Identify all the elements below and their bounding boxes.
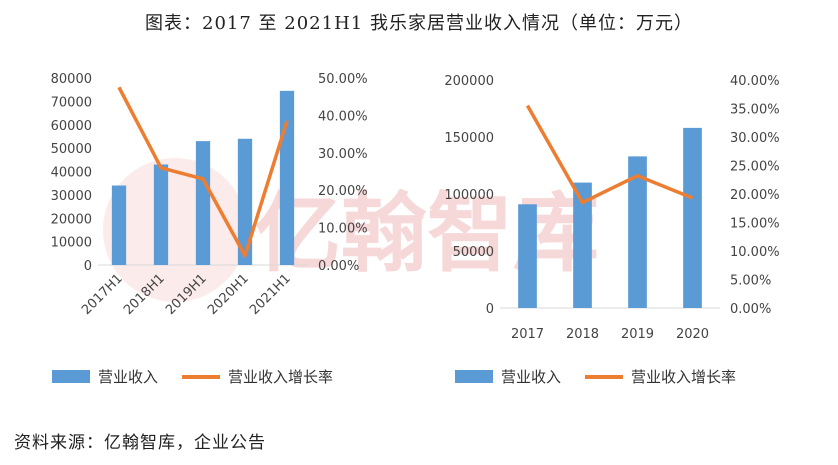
y-tick-label: 80000: [51, 72, 92, 87]
chart-title: 图表：2017 至 2021H1 我乐家居营业收入情况（单位：万元）: [145, 13, 693, 34]
y2-tick-label: 10.00%: [318, 222, 368, 237]
x-tick-label: 2018: [566, 327, 599, 342]
y2-tick-label: 30.00%: [318, 147, 368, 162]
y2-tick-label: 0.00%: [730, 302, 771, 317]
bar: [279, 90, 295, 265]
x-tick-label: 2020: [676, 327, 709, 342]
legend-bar-label: 营业收入: [501, 368, 561, 386]
y2-tick-label: 20.00%: [730, 188, 780, 203]
y-tick-label: 100000: [444, 188, 494, 203]
y-tick-label: 60000: [51, 119, 92, 134]
y-tick-label: 30000: [51, 189, 92, 204]
x-tick-label: 2017: [511, 327, 544, 342]
y2-tick-label: 35.00%: [730, 103, 780, 118]
legend-left: 营业收入 营业收入增长率: [52, 368, 333, 386]
y2-tick-label: 5.00%: [730, 274, 771, 289]
y-tick-label: 20000: [51, 212, 92, 227]
y-tick-label: 70000: [51, 95, 92, 110]
bar: [237, 138, 253, 265]
y-tick-label: 10000: [51, 236, 92, 251]
legend-bar-swatch: [455, 370, 493, 383]
chart-right-annual: 0 50000 100000 150000 200000 0.00% 5.00% 10.00%…: [444, 74, 779, 342]
bar: [683, 127, 702, 308]
bar: [573, 182, 592, 308]
y2-tick-label: 10.00%: [730, 245, 780, 260]
y-tick-label: 0: [486, 302, 494, 317]
y-tick-label: 200000: [444, 74, 494, 89]
legend-bar-swatch: [52, 370, 90, 383]
y2-tick-label: 30.00%: [730, 131, 780, 146]
y2-tick-label: 40.00%: [730, 74, 780, 89]
x-tick-label: 2019: [621, 327, 654, 342]
y-tick-label: 150000: [444, 131, 494, 146]
y-tick-label: 40000: [51, 166, 92, 181]
y2-tick-label: 40.00%: [318, 109, 368, 124]
y-tick-label: 50000: [51, 142, 92, 157]
legend-line-label: 营业收入增长率: [631, 368, 736, 386]
y-tick-label: 50000: [453, 245, 494, 260]
y2-tick-label: 20.00%: [318, 184, 368, 199]
bar: [111, 185, 127, 265]
y2-tick-label: 0.00%: [318, 259, 359, 274]
y-tick-label: 0: [84, 259, 92, 274]
bar: [195, 141, 211, 265]
bar: [628, 156, 647, 308]
x-tick-label: 2017H1: [79, 271, 126, 318]
legend-right: 营业收入 营业收入增长率: [455, 368, 736, 386]
y2-tick-label: 15.00%: [730, 217, 780, 232]
bar: [153, 164, 169, 265]
y2-tick-label: 50.00%: [318, 72, 368, 87]
y2-tick-label: 25.00%: [730, 160, 780, 175]
legend-bar-label: 营业收入: [98, 368, 158, 386]
watermark-text: 亿翰智库: [255, 184, 599, 284]
legend-line-label: 营业收入增长率: [228, 368, 333, 386]
source-note: 资料来源：亿翰智库，企业公告: [14, 433, 266, 453]
growth-line: [525, 104, 694, 205]
bar: [518, 204, 537, 308]
